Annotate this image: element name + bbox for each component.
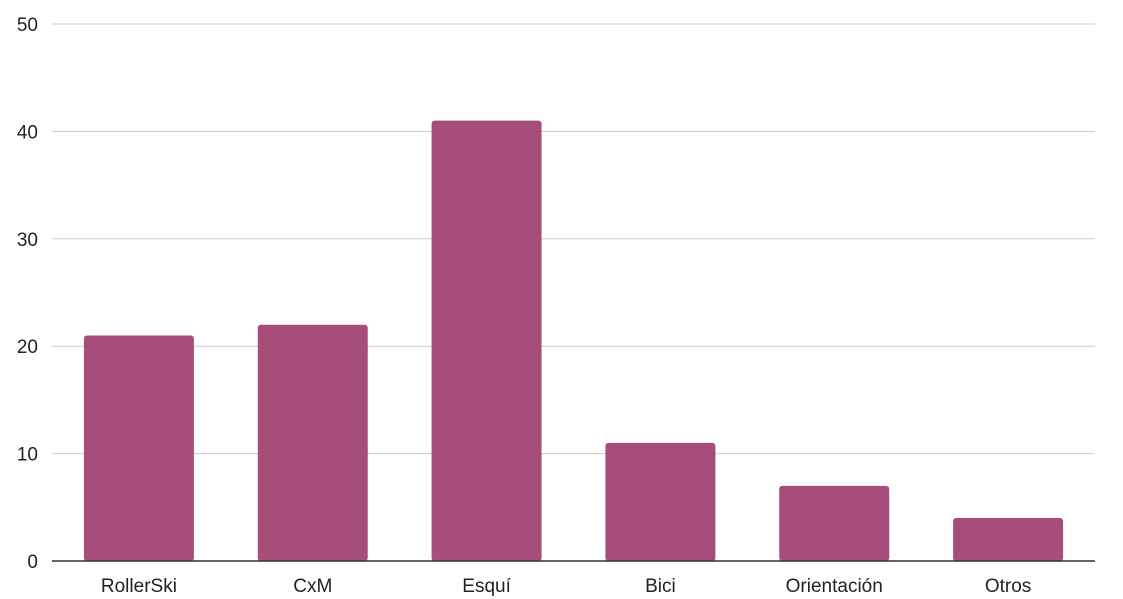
x-axis-labels: RollerSki CxM Esquí Bici Orientación Otros <box>101 576 1031 597</box>
y-tick-label: 50 <box>17 15 38 36</box>
x-category-label: Otros <box>985 576 1031 597</box>
x-category-label: RollerSki <box>101 576 177 597</box>
bar-bici <box>605 442 716 561</box>
bar-otros <box>953 518 1064 561</box>
y-tick-label: 10 <box>17 445 38 466</box>
x-category-label: Orientación <box>786 576 883 597</box>
y-tick-label: 0 <box>27 552 38 573</box>
bar-rollerski <box>83 335 194 561</box>
grid-lines <box>52 23 1095 455</box>
bars <box>83 120 1064 561</box>
x-category-label: Esquí <box>462 576 511 597</box>
bar-esquí <box>431 120 542 561</box>
y-tick-label: 30 <box>17 230 38 251</box>
bar-cxm <box>257 324 368 561</box>
y-axis-ticks: 0 10 20 30 40 50 <box>17 15 38 573</box>
y-tick-label: 20 <box>17 337 38 358</box>
x-category-label: CxM <box>293 576 332 597</box>
bar-orientación <box>779 485 890 561</box>
y-tick-label: 40 <box>17 122 38 143</box>
x-category-label: Bici <box>645 576 676 597</box>
